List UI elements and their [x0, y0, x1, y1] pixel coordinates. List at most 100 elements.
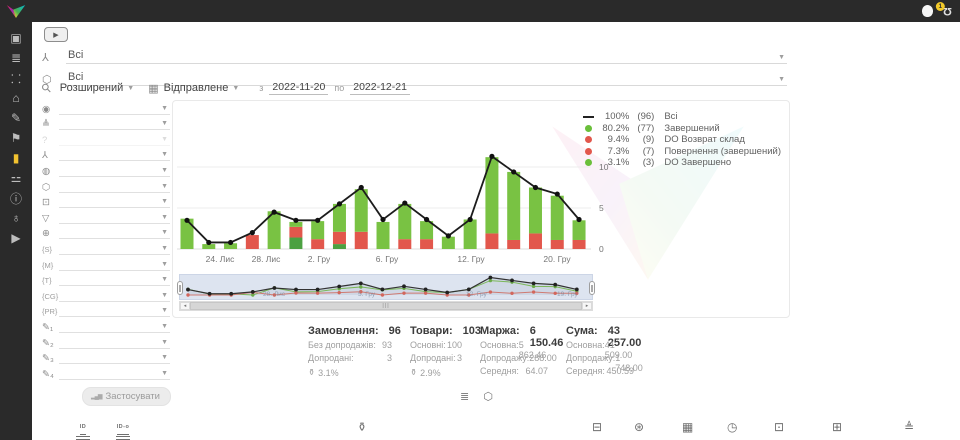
chevron-down-icon[interactable]: ▼ — [232, 84, 240, 92]
payment-filter-dropdown[interactable]: ▼ — [59, 196, 170, 209]
utm-promo-filter-dropdown[interactable]: ▼ — [59, 305, 170, 318]
bar-segment[interactable] — [572, 220, 586, 240]
bar-segment[interactable] — [485, 157, 499, 234]
bar-segment[interactable] — [441, 236, 455, 249]
video-play-icon[interactable]: ▶ — [11, 231, 21, 245]
user-avatar[interactable] — [922, 5, 934, 17]
calendar-icon[interactable]: ▦ — [682, 420, 694, 434]
play-tour-button[interactable]: ▶ — [44, 27, 68, 42]
utm-source-filter-dropdown[interactable]: ▼ — [59, 243, 170, 255]
scroll-left-arrow[interactable]: ◂ — [180, 302, 190, 310]
line-point[interactable] — [402, 200, 408, 206]
bar-segment[interactable] — [354, 231, 368, 249]
calendar-clock-icon[interactable]: ⊡ — [774, 420, 785, 434]
bar-segment[interactable] — [376, 221, 390, 249]
bar-segment[interactable] — [420, 221, 434, 240]
legend-item[interactable]: 9.4% (9) DO Возврат склад — [581, 134, 781, 146]
chart-scrollbar[interactable]: ◂ ||| ▸ — [179, 301, 593, 311]
partner-filter-dropdown[interactable]: ▼ — [59, 103, 170, 115]
line-point[interactable] — [489, 153, 495, 159]
structure-dropdown[interactable]: Всі ▼ — [66, 49, 787, 64]
line-point[interactable] — [206, 239, 212, 246]
date-to-input[interactable]: 2022-12-21 — [350, 81, 410, 95]
bar-segment[interactable] — [485, 233, 499, 249]
bar-segment[interactable] — [267, 211, 281, 249]
bar-segment[interactable] — [507, 171, 521, 240]
bell-icon[interactable]: Ω 1 — [936, 2, 952, 17]
status-filter-dropdown[interactable]: ▼ — [59, 118, 170, 131]
date-type-dropdown[interactable]: Відправлене — [163, 82, 229, 94]
chevron-down-icon[interactable]: ▼ — [127, 84, 135, 92]
orders-chart[interactable]: 0 5 10 24. Лис 28. Лис 2. Гру 6. Гру 12. Гру 20.… — [177, 107, 617, 271]
source-filter-dropdown[interactable]: ▼ — [59, 227, 170, 240]
search-icon[interactable]: ⚲ — [38, 79, 55, 97]
products-icon[interactable]: ⊛ — [634, 420, 645, 434]
pages-icon[interactable]: ▣ — [10, 31, 22, 45]
line-point[interactable] — [227, 239, 234, 246]
bar-segment[interactable] — [289, 237, 303, 249]
bar-segment[interactable] — [202, 244, 216, 249]
bar-segment[interactable] — [354, 189, 368, 232]
line-point[interactable] — [554, 191, 560, 197]
money-icon[interactable]: ⊟ — [592, 420, 603, 434]
date-from-input[interactable]: 2022-11-20 — [269, 81, 329, 95]
utm-term-filter-dropdown[interactable]: ▼ — [59, 274, 170, 287]
bar-segment[interactable] — [550, 239, 564, 249]
funnel-filter-dropdown[interactable]: ▼ — [59, 212, 170, 224]
bar-segment[interactable] — [224, 243, 238, 249]
search-mode-dropdown[interactable]: Розширений — [59, 82, 124, 94]
bar-segment[interactable] — [289, 226, 303, 238]
bar-segment[interactable] — [507, 239, 521, 249]
bar-segment[interactable] — [398, 239, 412, 249]
unknown-filter-dropdown[interactable]: ▼ — [59, 134, 170, 146]
bar-segment[interactable] — [311, 221, 325, 240]
basket-icon[interactable]: ⚱ — [357, 420, 368, 434]
line-point[interactable] — [271, 209, 277, 215]
utm-medium-filter-dropdown[interactable]: ▼ — [59, 259, 170, 271]
utm-campaign-filter-dropdown[interactable]: ▼ — [59, 290, 170, 302]
bar-segment[interactable] — [289, 221, 303, 227]
bar-segment[interactable] — [550, 195, 564, 240]
custom-field-1-filter-dropdown[interactable]: ▼ — [59, 321, 170, 333]
settings-sliders-icon[interactable]: ⚍ — [10, 171, 22, 185]
line-point[interactable] — [532, 184, 539, 191]
legend-item[interactable]: 7.3% (7) Повернення (завершений) — [581, 146, 781, 158]
order-id-list-icon[interactable]: ID — [74, 420, 92, 440]
line-point[interactable] — [249, 230, 255, 236]
legend-item[interactable]: 3.1% (3) DO Завершено — [581, 157, 781, 169]
products-view-icon[interactable]: ⬡ — [483, 391, 493, 403]
bar-segment[interactable] — [245, 235, 259, 249]
line-point[interactable] — [380, 216, 386, 223]
line-point[interactable] — [423, 216, 430, 223]
navigator-left-handle[interactable] — [177, 281, 183, 295]
info-icon[interactable]: ⓘ — [9, 191, 22, 206]
scroll-thumb[interactable]: ||| — [190, 302, 582, 310]
bar-segment[interactable] — [180, 218, 194, 249]
bar-segment[interactable] — [463, 219, 477, 249]
bar-segment[interactable] — [311, 239, 325, 249]
order-id-status-icon[interactable]: ID-o — [114, 420, 132, 440]
clients-icon[interactable]: ⸬ — [11, 71, 21, 86]
apply-button[interactable]: ▂▄▆ Застосувати — [82, 387, 171, 406]
orders-list-icon[interactable]: ≣ — [10, 51, 22, 65]
line-point[interactable] — [358, 184, 364, 191]
manager-filter-dropdown[interactable]: ▼ — [59, 165, 170, 177]
structure-filter-dropdown[interactable]: ▼ — [59, 149, 170, 162]
campaigns-flag-icon[interactable]: ⚑ — [10, 131, 22, 145]
calendar-export-icon[interactable]: ⊞ — [832, 420, 843, 434]
bar-segment[interactable] — [528, 233, 542, 249]
custom-field-2-filter-dropdown[interactable]: ▼ — [59, 337, 170, 349]
bar-segment[interactable] — [398, 203, 412, 240]
bar-segment[interactable] — [572, 239, 586, 249]
bar-segment[interactable] — [332, 203, 346, 232]
products-dropdown[interactable]: Всі ▼ — [66, 71, 787, 86]
legend-item[interactable]: 80.2% (77) Завершений — [581, 123, 781, 135]
orders-view-icon[interactable]: ≣ — [460, 391, 470, 403]
company-icon[interactable]: ⌂ — [12, 91, 20, 105]
bar-segment[interactable] — [528, 187, 542, 234]
line-point[interactable] — [445, 233, 451, 239]
navigator-right-handle[interactable] — [589, 281, 595, 295]
bar-segment[interactable] — [332, 231, 346, 245]
clock-icon[interactable]: ◷ — [727, 420, 738, 434]
custom-field-4-filter-dropdown[interactable]: ▼ — [59, 368, 170, 380]
